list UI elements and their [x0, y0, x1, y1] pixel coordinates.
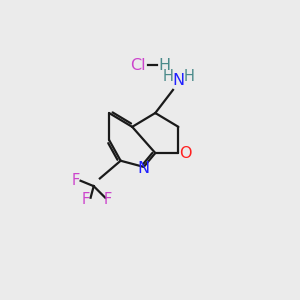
Text: O: O	[179, 146, 192, 160]
Text: H: H	[162, 68, 173, 83]
Text: N: N	[138, 161, 150, 176]
Text: F: F	[82, 192, 90, 207]
Text: F: F	[72, 173, 80, 188]
Text: Cl: Cl	[130, 58, 146, 73]
Text: H: H	[158, 58, 171, 73]
Text: N: N	[172, 73, 184, 88]
Text: H: H	[184, 68, 195, 83]
Text: F: F	[103, 192, 112, 207]
